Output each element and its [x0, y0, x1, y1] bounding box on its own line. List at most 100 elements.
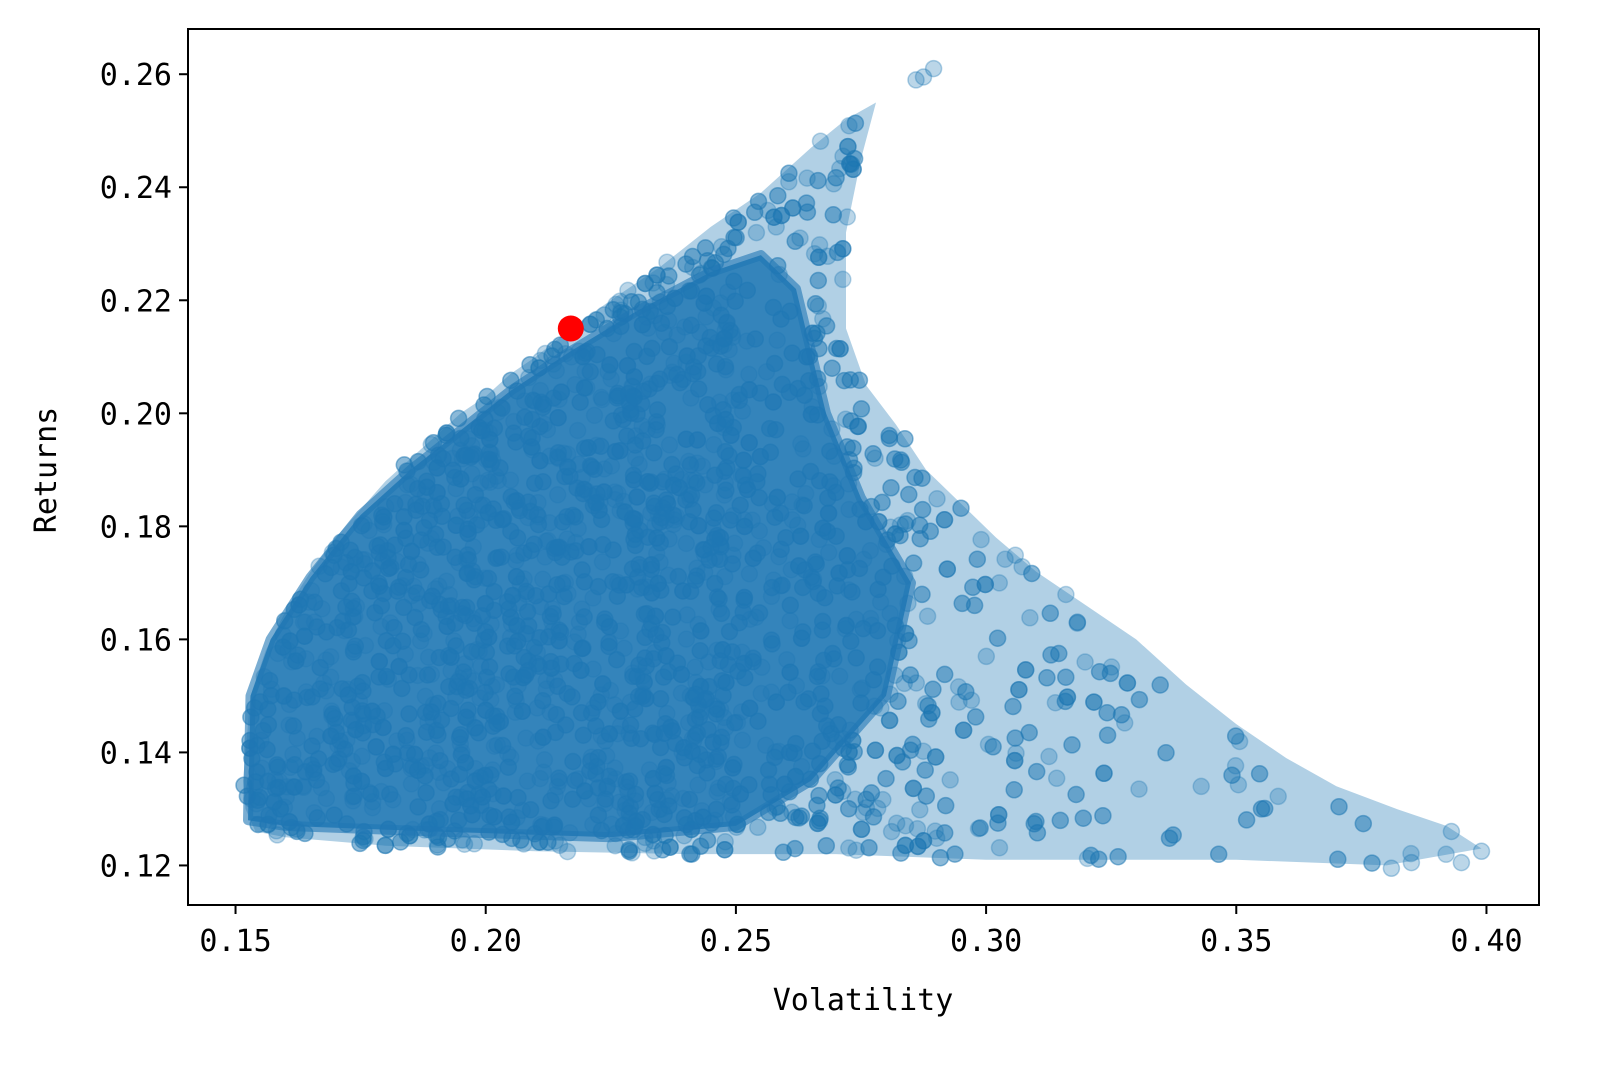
scatter-point — [1005, 781, 1023, 799]
scatter-point — [844, 160, 862, 179]
scatter-point — [924, 59, 943, 78]
scatter-point — [1157, 744, 1175, 762]
scatter-point — [877, 769, 895, 788]
scatter-point — [784, 199, 802, 217]
scatter-point — [1115, 714, 1134, 732]
scatter-point — [765, 208, 783, 226]
scatter-point — [745, 203, 764, 222]
scatter-point — [966, 708, 985, 726]
scatter-point — [892, 453, 911, 472]
scatter-point — [824, 206, 843, 224]
scatter-point — [765, 208, 783, 226]
scatter-point — [581, 315, 599, 334]
scatter-point — [842, 412, 860, 430]
scatter-point — [828, 243, 847, 262]
scatter-point — [765, 208, 783, 226]
scatter-point — [604, 301, 623, 319]
scatter-point — [791, 229, 809, 247]
scatter-point — [834, 147, 852, 166]
scatter-point — [683, 845, 701, 863]
scatter-point — [914, 832, 933, 850]
scatter-point — [749, 192, 768, 211]
scatter-point — [852, 400, 871, 418]
scatter-point — [1063, 736, 1081, 754]
scatter-point — [957, 682, 975, 701]
scatter-point — [376, 836, 395, 855]
scatter-point — [1226, 727, 1245, 745]
scatter-point — [836, 410, 855, 429]
scatter-point — [910, 516, 929, 535]
scatter-point — [1056, 692, 1075, 711]
scatter-point — [1007, 744, 1025, 762]
scatter-point — [1004, 697, 1022, 716]
scatter-point — [950, 693, 968, 711]
scatter-point — [882, 479, 900, 497]
scatter-point — [1329, 850, 1347, 869]
scatter-point — [896, 816, 915, 835]
scatter-point — [839, 137, 857, 156]
scatter-point — [904, 779, 923, 798]
scatter-point — [839, 799, 858, 818]
scatter-point — [891, 516, 910, 534]
scatter-point — [886, 450, 904, 468]
scatter-point — [906, 468, 924, 487]
scatter-point — [913, 585, 931, 604]
scatter-point — [536, 344, 555, 363]
scatter-point — [896, 836, 915, 855]
scatter-point — [839, 758, 858, 776]
scatter-point — [966, 708, 985, 726]
scatter-point — [810, 786, 828, 805]
scatter-point — [904, 779, 923, 798]
scatter-point — [661, 838, 679, 856]
scatter-point — [904, 554, 923, 572]
scatter-point — [826, 786, 845, 804]
scatter-point — [916, 761, 934, 779]
scatter-point — [826, 771, 844, 789]
scatter-point — [924, 680, 942, 699]
scatter-point — [814, 310, 832, 328]
scatter-point — [845, 743, 863, 761]
scatter-point — [831, 159, 849, 178]
scatter-point — [911, 529, 929, 548]
scatter-point — [1040, 747, 1058, 766]
scatter-point — [888, 746, 906, 765]
scatter-point — [774, 843, 793, 862]
scatter-point — [1027, 762, 1046, 781]
scatter-point — [834, 240, 852, 258]
scatter-point — [1023, 564, 1041, 583]
scatter-point — [914, 742, 933, 760]
scatter-point — [852, 820, 871, 839]
scatter-point — [787, 808, 805, 827]
scatter-point — [857, 798, 876, 817]
scatter-point — [1112, 706, 1131, 724]
scatter-point — [724, 209, 743, 227]
scatter-point — [771, 804, 790, 823]
scatter-point — [896, 836, 915, 855]
scatter-point — [864, 445, 882, 463]
scatter-point — [376, 836, 395, 855]
scatter-point — [831, 340, 849, 358]
isolated-points — [907, 59, 1491, 878]
scatter-point — [926, 822, 944, 840]
scatter-point — [1025, 815, 1043, 833]
scatter-point — [841, 371, 860, 389]
scatter-point — [817, 317, 836, 335]
scatter-point — [984, 738, 1002, 756]
scatter-point — [913, 500, 932, 519]
scatter-point — [920, 710, 938, 728]
scatter-point — [809, 297, 828, 315]
scatter-point — [919, 696, 937, 715]
scatter-point — [968, 550, 987, 568]
y-tick-label: 0.20 — [100, 397, 172, 432]
scatter-point — [683, 845, 701, 863]
scatter-point — [811, 132, 830, 150]
scatter-point — [1130, 690, 1149, 709]
scatter-point — [880, 429, 899, 448]
scatter-point — [984, 738, 1002, 756]
scatter-point — [1094, 806, 1112, 825]
scatter-point — [891, 526, 909, 545]
scatter-point — [1076, 653, 1094, 671]
scatter-point — [817, 836, 836, 855]
scatter-point — [727, 228, 745, 247]
scatter-point — [772, 206, 791, 225]
